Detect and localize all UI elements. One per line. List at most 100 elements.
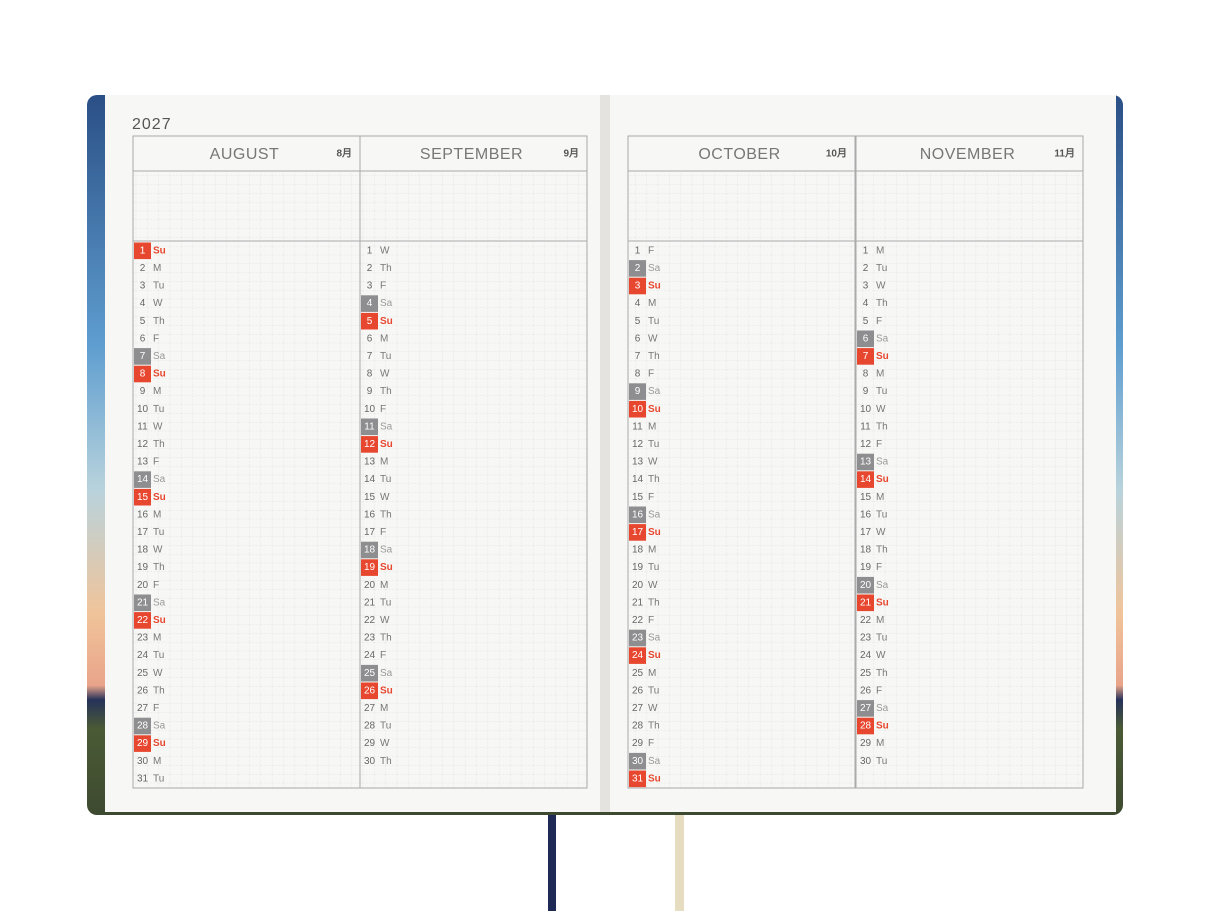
day-number: 28 bbox=[364, 721, 376, 732]
weekday: Sa bbox=[876, 457, 889, 468]
day-number: 20 bbox=[632, 580, 644, 591]
day-number: 17 bbox=[860, 527, 872, 538]
weekday: M bbox=[876, 492, 884, 503]
day-number: 1 bbox=[140, 245, 146, 256]
weekday: M bbox=[876, 369, 884, 380]
day-number: 20 bbox=[137, 580, 149, 591]
day-number: 4 bbox=[140, 298, 146, 309]
day-number: 3 bbox=[635, 281, 641, 292]
weekday: F bbox=[648, 615, 654, 626]
weekday: Th bbox=[648, 474, 660, 485]
weekday: M bbox=[876, 615, 884, 626]
weekday: Su bbox=[876, 351, 889, 362]
weekday: Sa bbox=[876, 580, 889, 591]
weekday: Th bbox=[876, 668, 888, 679]
day-number: 5 bbox=[863, 316, 869, 327]
weekday: Tu bbox=[648, 439, 659, 450]
day-number: 22 bbox=[137, 615, 149, 626]
day-number: 6 bbox=[367, 333, 373, 344]
month-name: OCTOBER bbox=[698, 146, 780, 163]
day-number: 25 bbox=[632, 668, 644, 679]
day-number: 14 bbox=[364, 474, 376, 485]
weekday: M bbox=[876, 245, 884, 256]
day-number: 3 bbox=[863, 281, 869, 292]
sunday-box bbox=[361, 312, 378, 330]
day-number: 28 bbox=[137, 721, 149, 732]
weekday: Tu bbox=[380, 597, 391, 608]
weekday: Sa bbox=[380, 298, 393, 309]
weekday: W bbox=[153, 668, 163, 679]
weekday: M bbox=[876, 738, 884, 749]
day-number: 18 bbox=[860, 545, 872, 556]
day-number: 13 bbox=[860, 457, 872, 468]
day-number: 5 bbox=[140, 316, 146, 327]
weekday: Su bbox=[876, 597, 889, 608]
day-number: 1 bbox=[367, 245, 373, 256]
weekday: M bbox=[153, 386, 161, 397]
saturday-box bbox=[134, 471, 151, 488]
day-number: 2 bbox=[140, 263, 146, 274]
day-number: 21 bbox=[137, 597, 149, 608]
sunday-box bbox=[134, 612, 151, 629]
day-number: 8 bbox=[635, 369, 641, 380]
day-number: 1 bbox=[635, 245, 641, 256]
day-number: 27 bbox=[137, 703, 149, 714]
day-number: 30 bbox=[860, 756, 872, 767]
day-number: 11 bbox=[137, 421, 148, 432]
weekday: Sa bbox=[153, 721, 166, 732]
day-number: 4 bbox=[635, 298, 641, 309]
day-number: 8 bbox=[367, 369, 373, 380]
weekday: F bbox=[380, 281, 386, 292]
day-number: 10 bbox=[632, 404, 644, 415]
month-jp: 9月 bbox=[563, 148, 579, 160]
weekday: Su bbox=[153, 245, 166, 256]
saturday-box bbox=[629, 629, 646, 647]
day-number: 19 bbox=[860, 562, 872, 573]
day-number: 29 bbox=[632, 738, 644, 749]
weekday: W bbox=[876, 281, 886, 292]
sunday-box bbox=[134, 735, 151, 752]
day-number: 19 bbox=[632, 562, 644, 573]
sunday-box bbox=[629, 770, 646, 788]
weekday: Su bbox=[380, 562, 393, 573]
weekday: Su bbox=[648, 773, 661, 784]
day-number: 4 bbox=[863, 298, 869, 309]
weekday: Sa bbox=[648, 756, 661, 767]
weekday: Tu bbox=[876, 509, 887, 520]
day-number: 15 bbox=[137, 492, 149, 503]
day-number: 7 bbox=[140, 351, 146, 362]
sunday-box bbox=[857, 471, 874, 488]
day-number: 25 bbox=[364, 668, 376, 679]
day-number: 17 bbox=[364, 527, 376, 538]
day-number: 24 bbox=[632, 650, 644, 661]
day-number: 31 bbox=[137, 773, 149, 784]
weekday: W bbox=[380, 615, 390, 626]
grid-area bbox=[856, 171, 1083, 788]
weekday: Su bbox=[153, 615, 166, 626]
weekday: F bbox=[153, 457, 159, 468]
day-number: 23 bbox=[632, 633, 644, 644]
weekday: Th bbox=[876, 298, 888, 309]
weekday: M bbox=[153, 633, 161, 644]
weekday: Sa bbox=[153, 597, 166, 608]
weekday: M bbox=[380, 457, 388, 468]
day-number: 12 bbox=[364, 439, 376, 450]
weekday: Tu bbox=[648, 562, 659, 573]
day-number: 3 bbox=[367, 281, 373, 292]
sunday-box bbox=[134, 488, 151, 506]
day-number: 11 bbox=[632, 421, 643, 432]
weekday: Th bbox=[380, 633, 392, 644]
month-jp: 10月 bbox=[826, 148, 847, 160]
day-number: 5 bbox=[367, 316, 373, 327]
weekday: Th bbox=[380, 509, 392, 520]
day-number: 31 bbox=[632, 773, 644, 784]
weekday: Sa bbox=[648, 263, 661, 274]
month-name: SEPTEMBER bbox=[420, 146, 523, 163]
day-number: 19 bbox=[364, 562, 376, 573]
weekday: Th bbox=[380, 263, 392, 274]
weekday: W bbox=[153, 421, 163, 432]
day-number: 29 bbox=[137, 738, 149, 749]
month-jp: 11月 bbox=[1054, 148, 1075, 160]
weekday: Th bbox=[876, 421, 888, 432]
